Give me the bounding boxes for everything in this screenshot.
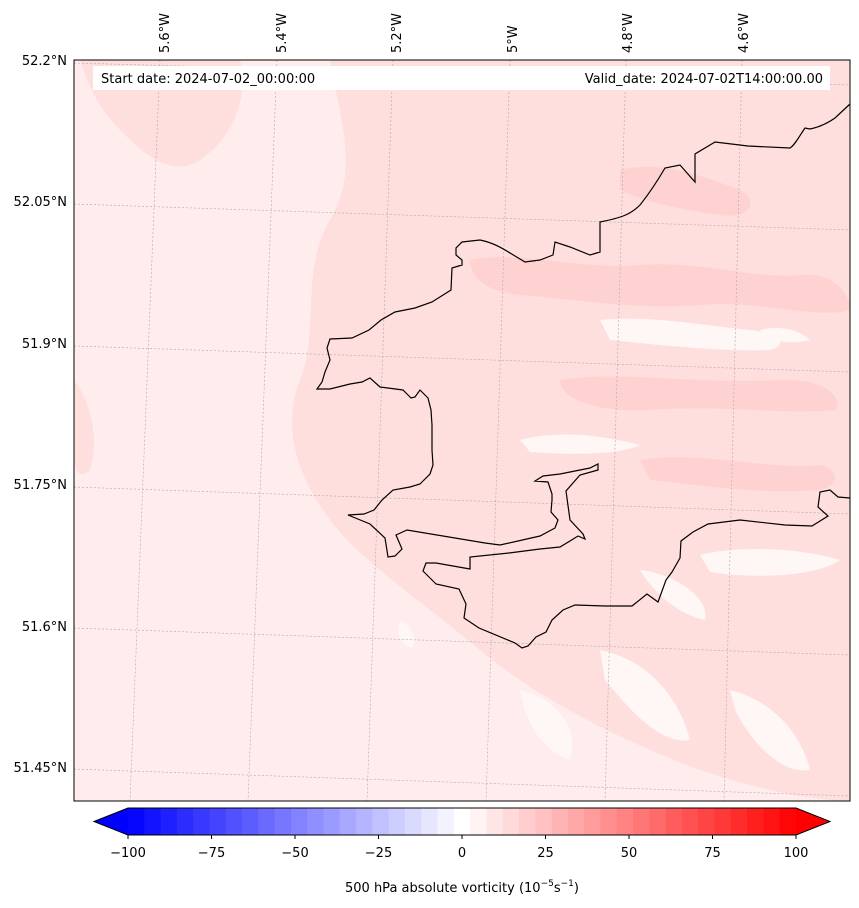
- vorticity-light-4: [520, 690, 573, 760]
- lat-label: 52.2°N: [22, 54, 67, 69]
- colorbar-cell: [225, 808, 243, 835]
- start-date-label: Start date: 2024-07-02_00:00:00: [101, 72, 315, 87]
- lon-label: 4.8°W: [621, 13, 636, 53]
- vorticity-patch-3: [560, 376, 838, 412]
- colorbar-cell: [144, 808, 162, 835]
- colorbar-tick-label: −75: [198, 846, 225, 861]
- colorbar-cell: [779, 808, 797, 835]
- colorbar-title-mid: s: [554, 881, 561, 896]
- lat-labels: 52.2°N 52.05°N 51.9°N 51.75°N 51.6°N 51.…: [14, 54, 67, 776]
- colorbar-cell: [714, 808, 732, 835]
- lon-labels: 5.6°W 5.4°W 5.2°W 5°W 4.8°W 4.6°W: [158, 13, 752, 53]
- lon-label: 5°W: [506, 25, 521, 53]
- vorticity-field-east: [292, 60, 850, 801]
- colorbar-tick-label: −25: [365, 846, 392, 861]
- colorbar-tick-label: 100: [784, 846, 809, 861]
- colorbar-cell: [356, 808, 373, 835]
- lon-label: 5.2°W: [390, 13, 405, 53]
- colorbar-cell: [388, 808, 406, 835]
- colorbar-cell: [470, 808, 487, 835]
- colorbar-cell: [551, 808, 569, 835]
- colorbar-cell: [242, 808, 259, 835]
- colorbar-tick-label: 25: [537, 846, 554, 861]
- colorbar-cell: [502, 808, 520, 835]
- vorticity-patch-2: [620, 166, 751, 216]
- colorbar-cell: [681, 808, 699, 835]
- colorbar-cell: [307, 808, 325, 835]
- vorticity-light-7: [398, 620, 415, 648]
- vorticity-light-1: [600, 318, 781, 351]
- map-frame: [73, 59, 851, 802]
- colorbar-cell: [323, 808, 341, 835]
- vorticity-light-8: [760, 328, 810, 343]
- colorbar-min-extend: [94, 808, 128, 835]
- colorbar-cell: [193, 808, 210, 835]
- colorbar-cell: [453, 808, 471, 835]
- colorbar-cell: [128, 808, 145, 835]
- colorbar-cell: [274, 808, 292, 835]
- colorbar-cell: [372, 808, 390, 835]
- colorbar-cells: [128, 808, 797, 835]
- colorbar-cell: [437, 808, 455, 835]
- colorbar-cell: [698, 808, 716, 835]
- colorbar-cell: [584, 808, 601, 835]
- lat-label: 51.75°N: [14, 478, 67, 493]
- vorticity-light-5: [600, 650, 690, 741]
- colorbar-cell: [763, 808, 781, 835]
- lon-label: 5.6°W: [158, 13, 173, 53]
- colorbar-title-end: ): [574, 881, 579, 896]
- vorticity-light-3: [700, 548, 840, 576]
- colorbar-cell: [747, 808, 764, 835]
- colorbar-cell: [600, 808, 618, 835]
- lon-label: 5.4°W: [275, 13, 290, 53]
- colorbar-cell: [665, 808, 683, 835]
- colorbar-tick-label: 75: [704, 846, 721, 861]
- colorbar-tick-label: −100: [110, 846, 146, 861]
- colorbar: −100 −75 −50 −25 0 25 50 75 100 500 hPa absolute…: [92, 807, 832, 896]
- colorbar-ticks: −100 −75 −50 −25 0 25 50 75 100: [110, 835, 808, 861]
- colorbar-cell: [209, 808, 227, 835]
- vorticity-light-9: [640, 570, 706, 620]
- colorbar-cell: [730, 808, 748, 835]
- colorbar-cell: [616, 808, 634, 835]
- colorbar-title-exp2: −1: [561, 879, 574, 889]
- coastline: [315, 103, 850, 649]
- colorbar-cell: [176, 808, 194, 835]
- info-box: [93, 66, 830, 90]
- colorbar-tick-label: 50: [621, 846, 638, 861]
- colorbar-cell: [486, 808, 504, 835]
- lat-label: 52.05°N: [14, 195, 67, 210]
- colorbar-cell: [567, 808, 585, 835]
- vorticity-light-6: [730, 690, 810, 771]
- valid-date-label: Valid_date: 2024-07-02T14:00:00.00: [585, 72, 823, 87]
- colorbar-tick-label: −50: [281, 846, 308, 861]
- vorticity-field-nw2: [74, 380, 95, 475]
- colorbar-title: 500 hPa absolute vorticity (10−5s−1): [345, 879, 579, 896]
- colorbar-cell: [290, 808, 308, 835]
- vorticity-light-2: [520, 434, 640, 454]
- colorbar-max-extend: [796, 808, 830, 835]
- lon-label: 4.6°W: [737, 13, 752, 53]
- colorbar-cell: [633, 808, 650, 835]
- colorbar-cell: [404, 808, 422, 835]
- vorticity-patch-4: [640, 457, 835, 492]
- lat-label: 51.6°N: [22, 620, 67, 635]
- colorbar-cell: [339, 808, 357, 835]
- colorbar-title-exp1: −5: [541, 879, 554, 889]
- colorbar-cell: [519, 808, 536, 835]
- map-panel: [74, 60, 850, 801]
- colorbar-cell: [535, 808, 553, 835]
- colorbar-cell: [421, 808, 439, 835]
- lat-label: 51.45°N: [14, 761, 67, 776]
- colorbar-cell: [160, 808, 178, 835]
- vorticity-patch-1: [470, 257, 850, 313]
- colorbar-title-main: 500 hPa absolute vorticity (10: [345, 881, 541, 896]
- colorbar-cell: [258, 808, 276, 835]
- colorbar-tick-label: 0: [458, 846, 466, 861]
- colorbar-cell: [649, 808, 667, 835]
- lat-label: 51.9°N: [22, 337, 67, 352]
